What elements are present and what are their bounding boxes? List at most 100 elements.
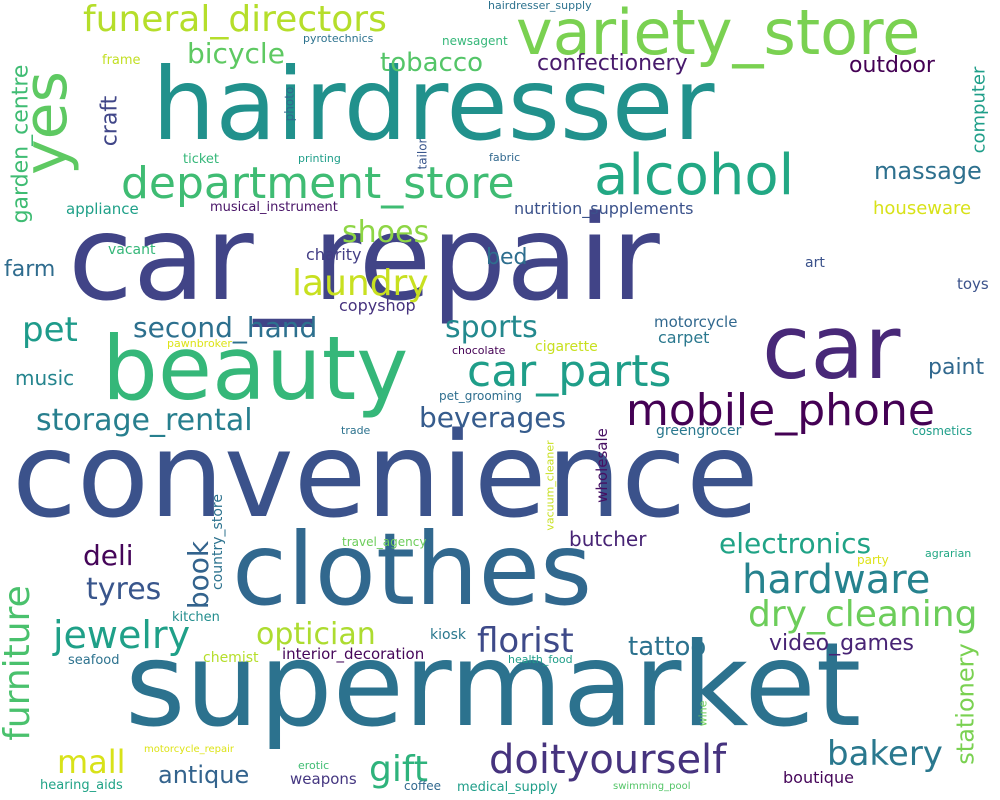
- word: music: [15, 366, 75, 390]
- word: doityourself: [489, 737, 727, 783]
- word: charity: [306, 245, 362, 264]
- word: ticket: [183, 152, 220, 167]
- word: chemist: [203, 650, 259, 666]
- word: interior_decoration: [282, 645, 425, 663]
- word: massage: [874, 157, 982, 185]
- word: appliance: [66, 200, 139, 218]
- word: outdoor: [849, 53, 935, 78]
- word: alcohol: [594, 143, 795, 208]
- word: nutrition_supplements: [514, 199, 694, 218]
- word: cosmetics: [912, 424, 973, 438]
- word: coffee: [404, 779, 441, 793]
- word: carpet: [658, 328, 710, 347]
- word: kitchen: [172, 610, 220, 625]
- word: beauty: [102, 317, 409, 420]
- word: country_store: [209, 494, 226, 590]
- word: optician: [256, 617, 376, 652]
- word: pyrotechnics: [303, 32, 374, 45]
- word: cigarette: [535, 339, 598, 355]
- word: musical_instrument: [210, 200, 338, 215]
- word: swimming_pool: [613, 781, 691, 792]
- word: stationery: [951, 643, 980, 765]
- word: trade: [341, 424, 371, 437]
- word: wine: [696, 700, 710, 727]
- word: printing: [298, 152, 341, 165]
- word: convenience: [12, 406, 759, 544]
- word: second_hand: [133, 311, 318, 344]
- word: art: [805, 255, 825, 271]
- word: tyres: [86, 572, 162, 607]
- word: clothes: [232, 511, 593, 628]
- word: health_food: [508, 653, 573, 666]
- word: bicycle: [187, 37, 285, 70]
- word: greengrocer: [656, 423, 742, 439]
- word: tobacco: [380, 48, 484, 78]
- word: medical_supply: [457, 780, 558, 795]
- word: tattoo: [628, 632, 707, 662]
- word: mall: [57, 743, 126, 781]
- word: houseware: [873, 198, 972, 219]
- word: weapons: [290, 770, 357, 788]
- word: video_games: [769, 631, 914, 656]
- word: hardware: [742, 557, 931, 603]
- word: car_repair: [68, 189, 660, 327]
- word: seafood: [68, 653, 120, 668]
- word: car_parts: [467, 346, 672, 397]
- word: newsagent: [442, 34, 508, 48]
- word: beverages: [419, 401, 567, 434]
- word: garden_centre: [8, 64, 34, 224]
- word: frame: [102, 53, 141, 68]
- word: agrarian: [925, 547, 972, 560]
- word: funeral_directors: [83, 0, 387, 40]
- word: mobile_phone: [626, 385, 935, 436]
- word: copyshop: [339, 296, 416, 315]
- word: fabric: [489, 151, 521, 164]
- word: vacuum_cleaner: [543, 440, 557, 531]
- word: photo: [282, 86, 297, 122]
- word: erotic: [298, 759, 330, 772]
- word: confectionery: [537, 51, 688, 76]
- word: butcher: [569, 527, 647, 551]
- word: gift: [369, 749, 429, 790]
- word: motorcycle: [654, 313, 738, 331]
- word: farm: [4, 257, 56, 282]
- word: supermarket: [125, 618, 862, 753]
- word: pet_grooming: [439, 389, 522, 403]
- word: department_store: [121, 158, 515, 209]
- word: bed: [486, 245, 528, 270]
- word: pawnbroker: [167, 337, 232, 350]
- word: laundry: [292, 263, 429, 304]
- word: sports: [445, 310, 538, 345]
- word: motorcycle_repair: [144, 744, 235, 755]
- word: deli: [83, 539, 134, 572]
- word: furniture: [0, 585, 38, 741]
- word: jewelry: [53, 613, 191, 657]
- word: florist: [477, 621, 574, 661]
- word: storage_rental: [36, 403, 253, 438]
- word: hairdresser_supply: [488, 0, 592, 12]
- word: vacant: [108, 242, 156, 258]
- word: variety_store: [516, 0, 921, 69]
- word: dry_cleaning: [748, 594, 978, 635]
- word: craft: [97, 95, 123, 147]
- word: wholesale: [592, 428, 611, 503]
- word: bakery: [827, 734, 943, 774]
- word: travel_agency: [342, 535, 427, 549]
- word: chocolate: [452, 344, 506, 357]
- word: car: [762, 296, 901, 399]
- word: electronics: [719, 527, 872, 560]
- word: kiosk: [430, 627, 466, 643]
- word: shoes: [342, 215, 430, 250]
- word: toys: [957, 275, 989, 293]
- word: antique: [158, 761, 250, 789]
- word: party: [857, 553, 889, 567]
- word: book: [182, 540, 216, 610]
- word: boutique: [783, 768, 854, 787]
- word: hairdresser: [152, 46, 715, 163]
- word: hearing_aids: [40, 778, 123, 793]
- word: tailor: [415, 138, 430, 170]
- word: paint: [928, 355, 985, 380]
- word: computer: [968, 66, 990, 154]
- word: pet: [22, 310, 78, 350]
